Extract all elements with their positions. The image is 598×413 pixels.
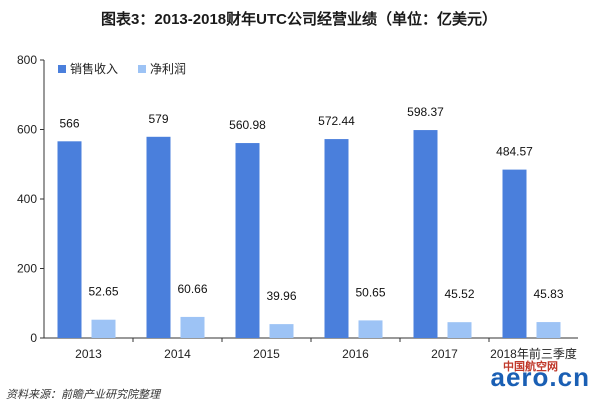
x-tick-label: 2015 — [253, 347, 280, 361]
data-labels: 566 52.65 579 60.66 560.98 39.96 572.44 50.65 59… — [59, 105, 563, 303]
bar-sales-revenue — [57, 141, 82, 338]
bar-net-profit — [269, 324, 294, 338]
chart-title: 图表3：2013-2018财年UTC公司经营业绩（单位：亿美元） — [101, 11, 497, 28]
data-label: 579 — [148, 112, 168, 126]
x-tick-label: 2014 — [164, 347, 191, 361]
legend-swatch — [58, 65, 66, 73]
y-tick-label: 600 — [17, 123, 37, 137]
data-label: 572.44 — [318, 114, 355, 128]
bar-sales-revenue — [413, 130, 438, 338]
data-label: 50.65 — [355, 285, 385, 299]
x-tick-label: 2017 — [431, 347, 458, 361]
y-tick-label: 0 — [30, 331, 37, 345]
watermark-cn: 中国航空网 — [503, 361, 558, 373]
data-label: 598.37 — [407, 105, 444, 119]
bar-sales-revenue — [235, 143, 260, 338]
legend-label: 净利润 — [150, 62, 186, 76]
data-label: 52.65 — [88, 285, 118, 299]
legend-swatch — [138, 65, 146, 73]
bar-sales-revenue — [324, 139, 349, 338]
x-tick-label: 2016 — [342, 347, 369, 361]
y-tick-label: 800 — [17, 53, 37, 67]
bars — [57, 130, 561, 338]
data-label: 60.66 — [177, 282, 207, 296]
data-label: 39.96 — [266, 289, 296, 303]
bar-net-profit — [358, 320, 383, 338]
axes: 0 200 400 600 800 2013 2014 2015 2016 2017 2018年前三… — [17, 53, 578, 361]
x-tick-label: 2018年前三季度 — [490, 346, 577, 361]
y-tick-label: 400 — [17, 192, 37, 206]
data-label: 566 — [59, 116, 79, 130]
source-note: 资料来源：前瞻产业研究院整理 — [6, 389, 160, 401]
data-label: 484.57 — [496, 145, 533, 159]
watermark-logo: aero.cn — [490, 362, 590, 392]
bar-net-profit — [180, 316, 205, 338]
legend-label: 销售收入 — [70, 61, 118, 76]
bar-net-profit — [91, 319, 116, 338]
data-label: 45.83 — [533, 287, 563, 301]
legend: 销售收入 净利润 — [58, 61, 186, 76]
bar-sales-revenue — [146, 136, 171, 338]
bar-net-profit — [536, 322, 561, 338]
bar-net-profit — [447, 322, 472, 338]
data-label: 45.52 — [444, 287, 474, 301]
data-label: 560.98 — [229, 118, 266, 132]
y-tick-label: 200 — [17, 262, 37, 276]
x-tick-label: 2013 — [75, 347, 102, 361]
bar-sales-revenue — [502, 169, 527, 338]
